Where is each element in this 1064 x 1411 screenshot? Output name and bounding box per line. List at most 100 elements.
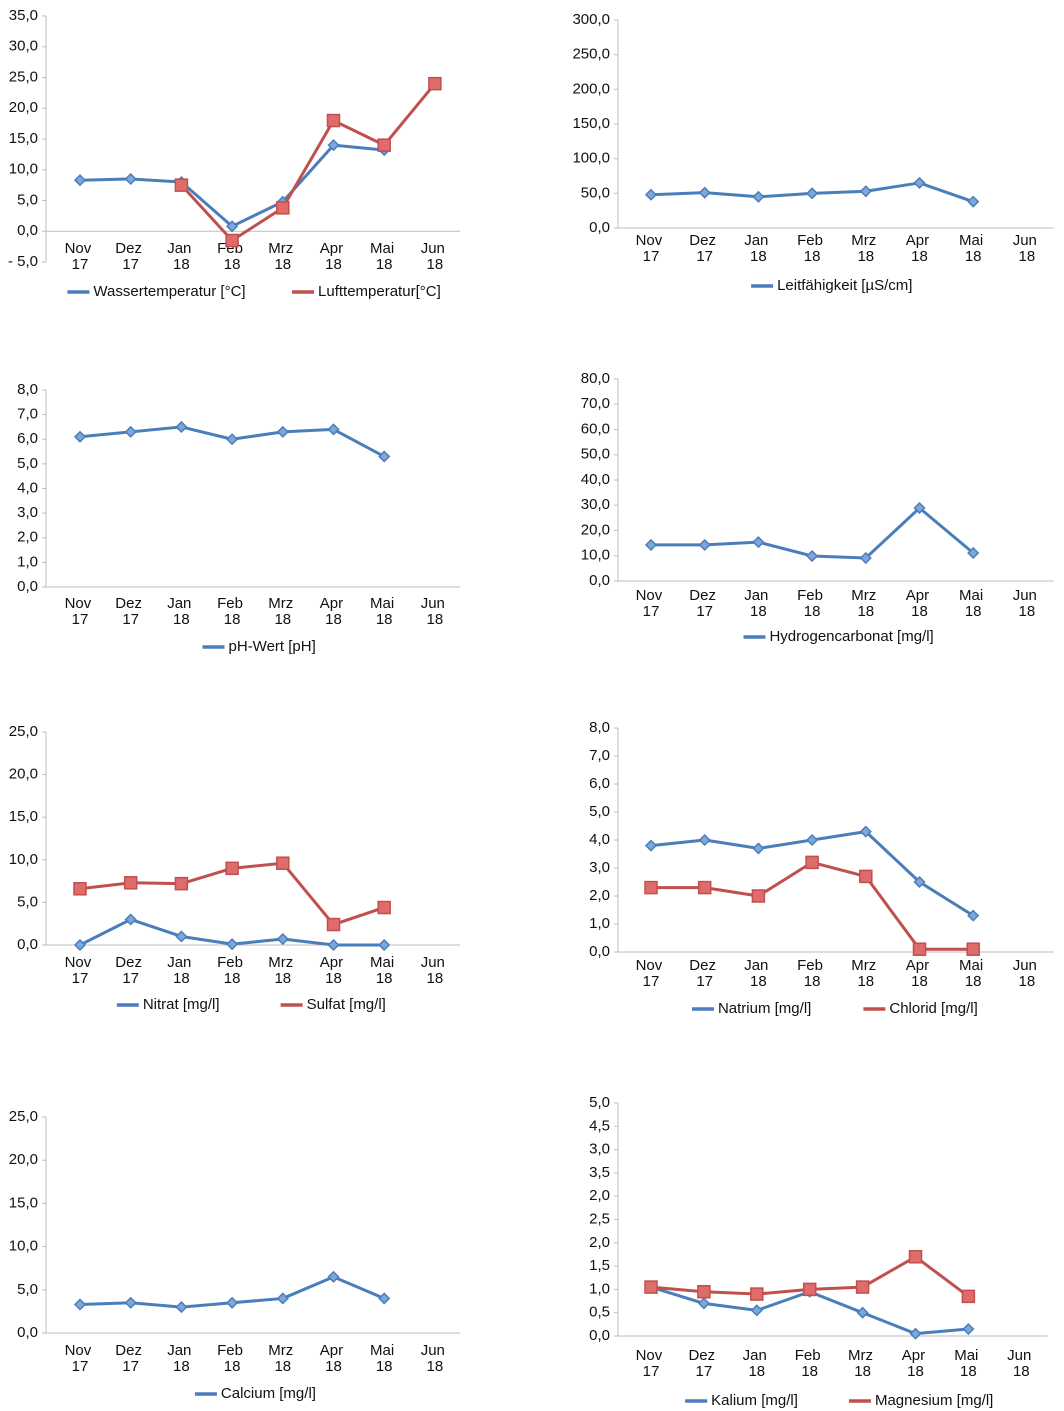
y-tick-label: 0,5 (589, 1304, 610, 1321)
x-tick-label: Mrz 18 (268, 1342, 297, 1375)
y-tick-label: 3,0 (17, 504, 38, 521)
legend-label: Magnesium [mg/l] (875, 1392, 993, 1409)
y-tick-label: 0,0 (589, 572, 610, 589)
x-tick-label: Nov 17 (636, 232, 667, 265)
legend-label: Sulfat [mg/l] (307, 996, 386, 1013)
x-tick-label: Nov 17 (65, 240, 96, 273)
legend-label: pH-Wert [pH] (229, 638, 316, 655)
x-tick-label: Apr 18 (320, 240, 348, 273)
data-point (327, 938, 340, 952)
y-tick-label: 2,0 (589, 1234, 610, 1251)
data-point (802, 1282, 817, 1297)
x-tick-label: Feb 18 (217, 240, 247, 273)
x-tick-label: Apr 18 (906, 587, 934, 620)
y-tick-label: 5,0 (17, 455, 38, 472)
x-tick-label: Feb 18 (797, 957, 827, 990)
x-tick-label: Apr 18 (902, 1347, 930, 1380)
data-point (644, 188, 658, 201)
x-tick-label: Jun 18 (421, 595, 449, 628)
data-point (698, 538, 711, 551)
y-tick-label: 4,0 (589, 831, 610, 848)
data-point (377, 900, 391, 915)
y-tick-label: 6,0 (17, 430, 38, 447)
x-tick-label: Mrz 18 (268, 954, 297, 987)
data-point (967, 195, 980, 208)
x-tick-label: Jan 18 (743, 1347, 771, 1380)
x-tick-label: Dez 17 (689, 232, 720, 265)
data-point (276, 856, 290, 870)
x-tick-label: Nov 17 (65, 1342, 96, 1375)
data-point (378, 450, 391, 463)
x-tick-label: Jun 18 (421, 1342, 449, 1375)
data-point (750, 1304, 763, 1317)
x-tick-label: Jun 18 (1013, 957, 1041, 990)
data-point (750, 1287, 764, 1301)
y-tick-label: 4,5 (589, 1117, 610, 1134)
data-point (276, 932, 289, 946)
legend-label: Lufttemperatur[°C] (318, 283, 441, 300)
y-tick-label: 100,0 (572, 150, 610, 167)
y-tick-label: 3,5 (589, 1164, 610, 1181)
data-point (124, 1296, 137, 1309)
x-tick-label: Mai 18 (370, 240, 398, 273)
data-point (175, 930, 188, 943)
y-tick-label: 200,0 (572, 80, 610, 97)
x-tick-label: Dez 17 (689, 587, 720, 620)
chart: - 5,0 0,0 5,0 10,0 15,0 20,0 25,0 30,0 35,0 Nov 1… (8, 7, 461, 300)
x-tick-label: Jun 18 (1013, 587, 1041, 620)
y-tick-label: 0,0 (17, 936, 38, 953)
data-point (225, 233, 239, 248)
legend-label: Chlorid [mg/l] (889, 1000, 977, 1017)
x-tick-label: Mrz 18 (851, 232, 880, 265)
x-tick-label: Jun 18 (1013, 232, 1041, 265)
data-point (174, 178, 189, 192)
data-point (276, 425, 289, 438)
data-point (73, 174, 87, 187)
data-point (124, 172, 137, 186)
data-point (73, 938, 87, 952)
y-tick-label: 5,0 (589, 1094, 610, 1111)
data-point (962, 1322, 975, 1336)
y-tick-label: 1,0 (17, 553, 38, 570)
x-tick-label: Mai 18 (959, 232, 987, 265)
x-tick-label: Jan 18 (167, 595, 195, 628)
data-point (377, 138, 391, 152)
y-tick-label: 20,0 (9, 99, 38, 116)
data-point (966, 942, 980, 956)
y-tick-label: 0,0 (17, 578, 38, 595)
series-line (180, 82, 437, 242)
data-point (644, 880, 658, 895)
y-tick-label: 25,0 (9, 723, 38, 740)
y-tick-label: 60,0 (581, 420, 610, 437)
data-point (327, 139, 340, 152)
data-point (73, 430, 87, 443)
data-point (913, 875, 926, 889)
y-tick-label: 2,0 (17, 529, 38, 546)
y-tick-label: 15,0 (9, 130, 38, 147)
data-point (752, 536, 765, 549)
x-tick-label: Mai 18 (959, 587, 987, 620)
data-point (175, 420, 188, 433)
x-tick-label: Nov 17 (65, 595, 96, 628)
data-point (859, 825, 872, 838)
data-point (806, 549, 819, 563)
series-line (79, 143, 385, 228)
data-point (859, 869, 873, 884)
data-point (909, 1327, 922, 1340)
x-tick-label: Mai 18 (370, 595, 398, 628)
x-tick-label: Dez 17 (688, 1347, 719, 1380)
y-tick-label: 5,0 (17, 191, 38, 208)
data-point (276, 201, 290, 215)
data-point (73, 882, 87, 896)
x-tick-label: Dez 17 (689, 957, 720, 990)
x-tick-label: Apr 18 (320, 595, 348, 628)
y-tick-label: 10,0 (9, 161, 38, 178)
data-point (124, 913, 137, 926)
chart: 0,0 5,0 10,0 15,0 20,0 25,0 Nov 17 Dez 17 Jan 18… (9, 723, 461, 1013)
y-tick-label: 7,0 (589, 747, 610, 764)
x-tick-label: Nov 17 (636, 1347, 667, 1380)
y-tick-label: 6,0 (589, 775, 610, 792)
legend-label: Wassertemperatur [°C] (93, 283, 245, 300)
legend-label: Calcium [mg/l] (221, 1385, 316, 1402)
data-point (226, 938, 239, 951)
